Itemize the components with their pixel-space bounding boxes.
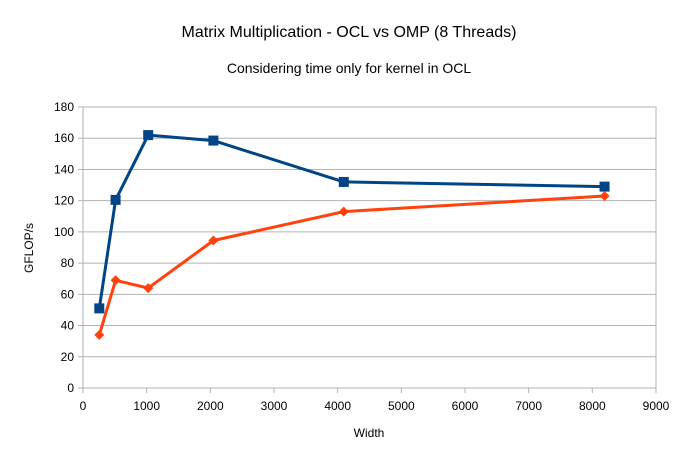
y-axis-ticks: 0 20 40 60 80 100 120 140 160 180: [54, 100, 83, 395]
series-1: [94, 130, 610, 314]
y-tick-label: 120: [54, 194, 74, 208]
data-point-diamond: [208, 235, 219, 246]
data-point-square: [208, 135, 219, 146]
x-tick-label: 9000: [643, 399, 670, 413]
y-tick-label: 160: [54, 131, 74, 145]
y-tick-label: 0: [67, 381, 74, 395]
x-tick-label: 0: [80, 399, 87, 413]
x-tick-label: 1000: [133, 399, 160, 413]
plot-area: [82, 106, 657, 389]
y-tick-label: 60: [61, 287, 75, 301]
series-2: [94, 190, 610, 340]
x-tick-label: 2000: [197, 399, 224, 413]
y-tick-label: 180: [54, 100, 74, 114]
x-axis-ticks: 0 1000 2000 3000 4000 5000 6000 7000 8000 9000: [80, 388, 670, 413]
series-layer: [94, 130, 610, 340]
y-axis-label: GFLOP/s: [22, 223, 36, 273]
data-point-square: [338, 176, 349, 187]
data-point-diamond: [338, 206, 349, 217]
data-point-square: [94, 303, 105, 314]
x-axis-label: Width: [354, 426, 385, 440]
data-point-diamond: [110, 275, 121, 286]
x-tick-label: 3000: [261, 399, 288, 413]
x-tick-label: 6000: [452, 399, 479, 413]
x-tick-label: 7000: [515, 399, 542, 413]
series-line: [97, 194, 605, 336]
y-tick-label: 100: [54, 225, 74, 239]
x-tick-label: 8000: [579, 399, 606, 413]
data-point-diamond: [143, 283, 154, 294]
data-point-square: [599, 181, 610, 192]
chart-title: Matrix Multiplication - OCL vs OMP (8 Th…: [182, 24, 517, 41]
x-tick-label: 4000: [324, 399, 351, 413]
gridlines: [83, 106, 656, 389]
y-tick-label: 20: [61, 350, 75, 364]
data-point-diamond: [94, 329, 105, 340]
y-tick-label: 80: [61, 256, 75, 270]
y-tick-label: 140: [54, 162, 74, 176]
chart-subtitle: Considering time only for kernel in OCL: [227, 60, 472, 76]
y-tick-label: 40: [61, 319, 75, 333]
series-line: [97, 133, 605, 309]
data-point-square: [143, 130, 154, 141]
x-tick-label: 5000: [388, 399, 415, 413]
data-point-diamond: [599, 190, 610, 201]
data-point-square: [110, 194, 121, 205]
